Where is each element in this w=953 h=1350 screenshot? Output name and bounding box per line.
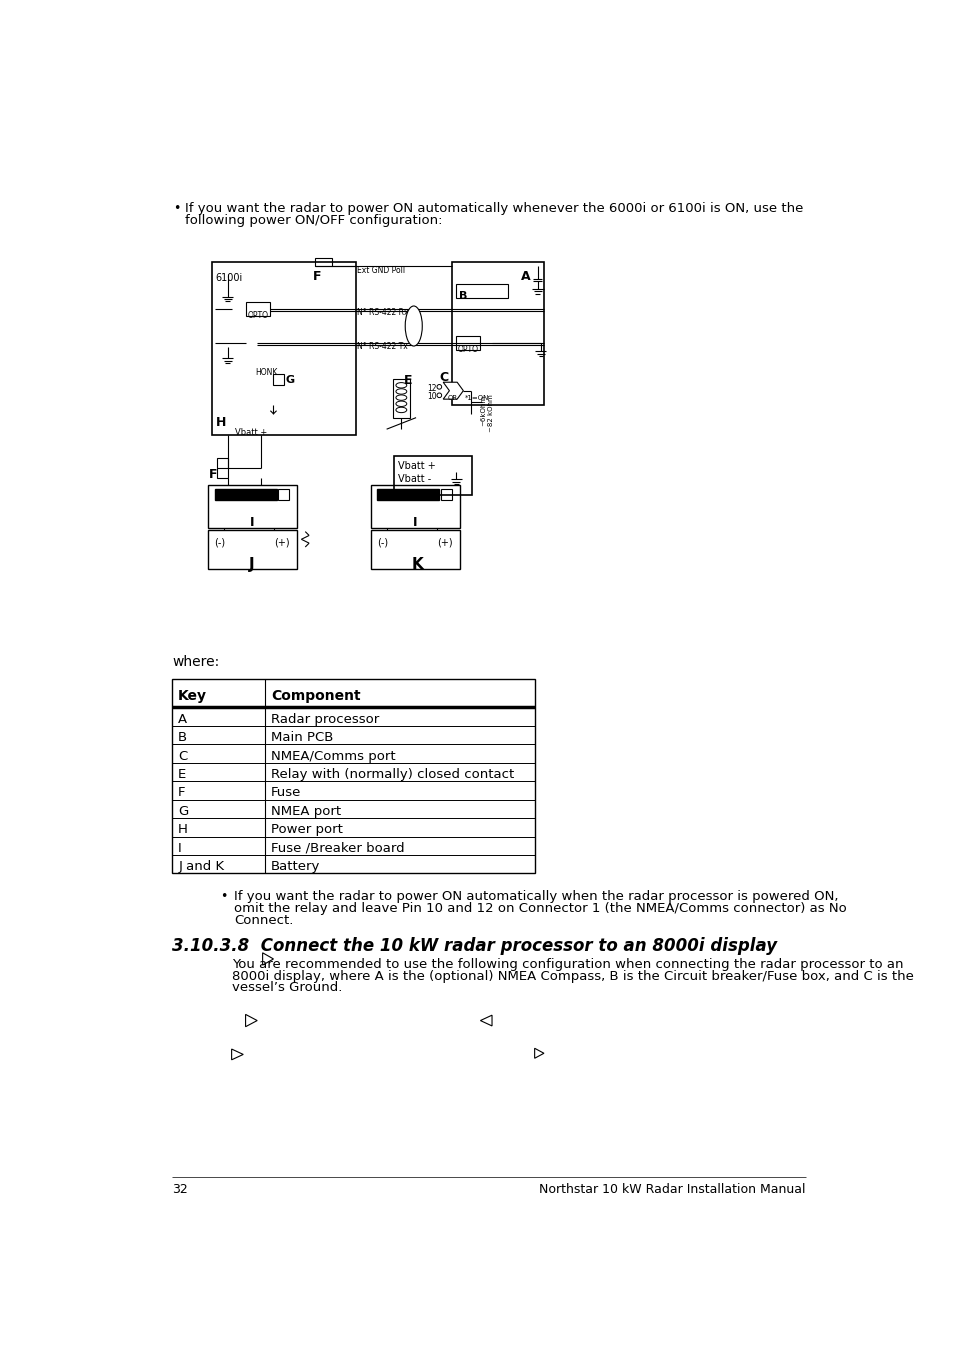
Text: I: I	[413, 516, 417, 529]
Text: If you want the radar to power ON automatically whenever the 6000i or 6100i is O: If you want the radar to power ON automa…	[185, 202, 802, 215]
Text: You are recommended to use the following configuration when connecting the radar: You are recommended to use the following…	[232, 958, 902, 971]
Text: Vbatt +: Vbatt +	[397, 460, 436, 471]
Text: 12: 12	[427, 383, 436, 393]
Text: I: I	[178, 842, 182, 855]
Bar	[208, 531, 297, 568]
Text: omit the relay and leave Pin 10 and 12 on Connector 1 (the NMEA/Comms connector): omit the relay and leave Pin 10 and 12 o…	[233, 902, 846, 915]
Text: Vbatt -: Vbatt -	[397, 474, 431, 483]
Text: J: J	[249, 558, 254, 572]
Text: Power port: Power port	[271, 824, 343, 837]
Text: (+): (+)	[436, 537, 452, 548]
Text: 3.10.3.8  Connect the 10 kW radar processor to an 8000i display: 3.10.3.8 Connect the 10 kW radar process…	[172, 937, 777, 954]
Text: •: •	[173, 202, 181, 215]
Text: •: •	[220, 891, 227, 903]
Text: vessel’s Ground.: vessel’s Ground.	[232, 981, 341, 995]
Text: (+): (+)	[274, 537, 290, 548]
Bar	[278, 489, 289, 500]
Bar	[456, 336, 480, 350]
Bar	[214, 489, 276, 500]
Bar	[371, 486, 459, 528]
Bar	[212, 262, 355, 435]
Bar	[245, 302, 270, 316]
Text: Main PCB: Main PCB	[271, 732, 334, 744]
Text: C: C	[439, 371, 448, 385]
Text: Ext GND Poll: Ext GND Poll	[356, 266, 405, 275]
Bar	[393, 379, 410, 417]
Text: E: E	[178, 768, 186, 782]
Text: F: F	[178, 787, 186, 799]
Text: NMEA/Comms port: NMEA/Comms port	[271, 749, 395, 763]
Bar	[273, 374, 283, 385]
Text: K: K	[411, 558, 423, 572]
Text: E: E	[403, 374, 412, 386]
Text: following power ON/OFF configuration:: following power ON/OFF configuration:	[185, 213, 442, 227]
Bar	[208, 486, 297, 528]
Text: OPTO: OPTO	[248, 312, 269, 320]
Text: G: G	[178, 805, 188, 818]
Text: Component: Component	[271, 688, 360, 703]
Text: B: B	[178, 732, 187, 744]
Bar	[371, 531, 459, 568]
Bar	[377, 489, 439, 500]
Text: A: A	[520, 270, 530, 282]
Text: 10: 10	[427, 393, 436, 401]
Text: 8000i display, where A is the (optional) NMEA Compass, B is the Circuit breaker/: 8000i display, where A is the (optional)…	[232, 969, 913, 983]
Text: J and K: J and K	[178, 860, 224, 873]
Text: *1=ON: *1=ON	[464, 394, 489, 401]
Text: F: F	[313, 270, 321, 282]
Text: ~6kOhm: ~6kOhm	[480, 394, 486, 425]
Text: H: H	[178, 824, 188, 837]
Text: HONK: HONK	[254, 367, 277, 377]
Text: 6100i: 6100i	[215, 273, 242, 284]
Text: B: B	[458, 292, 467, 301]
Text: Relay with (normally) closed contact: Relay with (normally) closed contact	[271, 768, 514, 782]
Text: 32: 32	[172, 1183, 188, 1196]
Bar	[216, 459, 228, 478]
Text: F: F	[209, 467, 217, 481]
Text: A: A	[178, 713, 187, 725]
Bar	[452, 262, 543, 405]
Text: OPTO: OPTO	[457, 346, 478, 354]
Bar	[172, 679, 534, 873]
Text: (-): (-)	[377, 537, 388, 548]
Text: Fuse: Fuse	[271, 787, 301, 799]
Text: ~82 kOhm: ~82 kOhm	[488, 394, 494, 432]
Bar	[456, 284, 508, 297]
Text: OR: OR	[447, 394, 457, 401]
Bar	[315, 258, 332, 266]
Text: Battery: Battery	[271, 860, 320, 873]
Text: N° RS-422 Tx: N° RS-422 Tx	[356, 342, 408, 351]
Text: Connect.: Connect.	[233, 914, 293, 926]
Text: NMEA port: NMEA port	[271, 805, 341, 818]
Text: Vbatt +: Vbatt +	[235, 428, 268, 436]
Text: Radar processor: Radar processor	[271, 713, 379, 725]
Polygon shape	[443, 382, 463, 400]
Text: G: G	[286, 375, 294, 385]
Text: I: I	[250, 516, 254, 529]
Text: N° RS-422 Rx: N° RS-422 Rx	[356, 308, 408, 317]
Ellipse shape	[405, 306, 422, 346]
Text: C: C	[178, 749, 187, 763]
Bar	[394, 456, 472, 494]
Text: Fuse /Breaker board: Fuse /Breaker board	[271, 842, 404, 855]
Bar	[440, 489, 452, 500]
Text: Key: Key	[178, 688, 207, 703]
Text: H: H	[216, 416, 226, 429]
Text: where:: where:	[172, 655, 219, 668]
Text: Northstar 10 kW Radar Installation Manual: Northstar 10 kW Radar Installation Manua…	[538, 1183, 805, 1196]
Text: (-): (-)	[214, 537, 226, 548]
Text: If you want the radar to power ON automatically when the radar processor is powe: If you want the radar to power ON automa…	[233, 891, 838, 903]
